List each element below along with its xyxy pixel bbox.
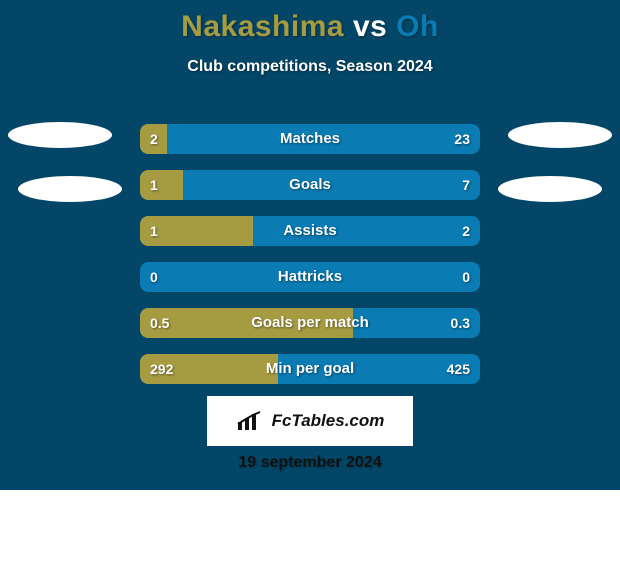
- subtitle: Club competitions, Season 2024: [0, 58, 620, 76]
- player1-badge-2: [18, 176, 122, 202]
- stat-label: Goals per match: [140, 308, 480, 338]
- player2-badge-2: [498, 176, 602, 202]
- player1-name: Nakashima: [181, 10, 344, 43]
- stat-label: Assists: [140, 216, 480, 246]
- stat-row: 292425Min per goal: [140, 354, 480, 384]
- stat-row: 00Hattricks: [140, 262, 480, 292]
- stat-label: Matches: [140, 124, 480, 154]
- stat-label: Goals: [140, 170, 480, 200]
- player2-name: Oh: [396, 10, 439, 43]
- stat-row: 12Assists: [140, 216, 480, 246]
- date-text: 19 september 2024: [0, 454, 620, 472]
- stat-label: Min per goal: [140, 354, 480, 384]
- stat-row: 223Matches: [140, 124, 480, 154]
- player1-badge-1: [8, 122, 112, 148]
- page-title: Nakashima vs Oh: [0, 10, 620, 44]
- stat-row: 0.50.3Goals per match: [140, 308, 480, 338]
- vs-text: vs: [353, 10, 387, 43]
- stat-label: Hattricks: [140, 262, 480, 292]
- player2-badge-1: [508, 122, 612, 148]
- stat-rows: 223Matches 17Goals 12Assists 00Hattricks 0.5…: [140, 124, 480, 400]
- comparison-card: Nakashima vs Oh Club competitions, Seaso…: [0, 0, 620, 490]
- branding-chart-icon: [236, 410, 264, 432]
- branding-text: FcTables.com: [272, 411, 385, 431]
- stat-row: 17Goals: [140, 170, 480, 200]
- branding-badge: FcTables.com: [207, 396, 413, 446]
